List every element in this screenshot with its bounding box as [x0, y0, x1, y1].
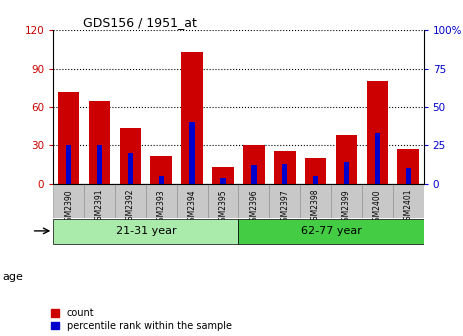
- Bar: [119, 128, 141, 184]
- Bar: [313, 176, 319, 184]
- Bar: [150, 156, 172, 184]
- Bar: [58, 92, 80, 184]
- Text: GSM2396: GSM2396: [250, 189, 258, 225]
- Bar: [282, 164, 288, 184]
- Text: GSM2391: GSM2391: [95, 189, 104, 225]
- Bar: [128, 153, 133, 184]
- Text: GSM2394: GSM2394: [188, 189, 197, 225]
- Bar: [331, 184, 362, 218]
- Bar: [53, 219, 238, 244]
- Bar: [367, 81, 388, 184]
- Text: GSM2397: GSM2397: [280, 189, 289, 225]
- Bar: [300, 184, 331, 218]
- Bar: [238, 219, 424, 244]
- Bar: [66, 145, 71, 184]
- Bar: [375, 133, 380, 184]
- Bar: [115, 184, 146, 218]
- Bar: [336, 135, 357, 184]
- Bar: [158, 176, 164, 184]
- Bar: [177, 184, 207, 218]
- Text: GDS156 / 1951_at: GDS156 / 1951_at: [83, 16, 197, 29]
- Text: 21-31 year: 21-31 year: [116, 226, 176, 236]
- Bar: [207, 184, 238, 218]
- Bar: [220, 178, 226, 184]
- Bar: [53, 184, 84, 218]
- Text: GSM2399: GSM2399: [342, 189, 351, 225]
- Bar: [251, 165, 257, 184]
- Bar: [393, 184, 424, 218]
- Bar: [362, 184, 393, 218]
- Bar: [406, 168, 411, 184]
- Bar: [189, 122, 195, 184]
- Legend: count, percentile rank within the sample: count, percentile rank within the sample: [51, 308, 232, 331]
- Bar: [269, 184, 300, 218]
- Bar: [274, 151, 295, 184]
- Text: GSM2393: GSM2393: [157, 189, 166, 225]
- Bar: [84, 184, 115, 218]
- Bar: [146, 184, 177, 218]
- Bar: [181, 52, 203, 184]
- Text: GSM2398: GSM2398: [311, 189, 320, 225]
- Bar: [305, 158, 326, 184]
- Bar: [89, 101, 110, 184]
- Bar: [397, 149, 419, 184]
- Text: GSM2390: GSM2390: [64, 189, 73, 225]
- Bar: [243, 145, 265, 184]
- Text: age: age: [2, 272, 23, 282]
- Text: GSM2392: GSM2392: [126, 189, 135, 225]
- Text: 62-77 year: 62-77 year: [300, 226, 362, 236]
- Bar: [238, 184, 269, 218]
- Bar: [344, 162, 349, 184]
- Text: GSM2395: GSM2395: [219, 189, 227, 225]
- Text: GSM2401: GSM2401: [404, 189, 413, 225]
- Text: GSM2400: GSM2400: [373, 189, 382, 225]
- Bar: [212, 167, 234, 184]
- Bar: [97, 145, 102, 184]
